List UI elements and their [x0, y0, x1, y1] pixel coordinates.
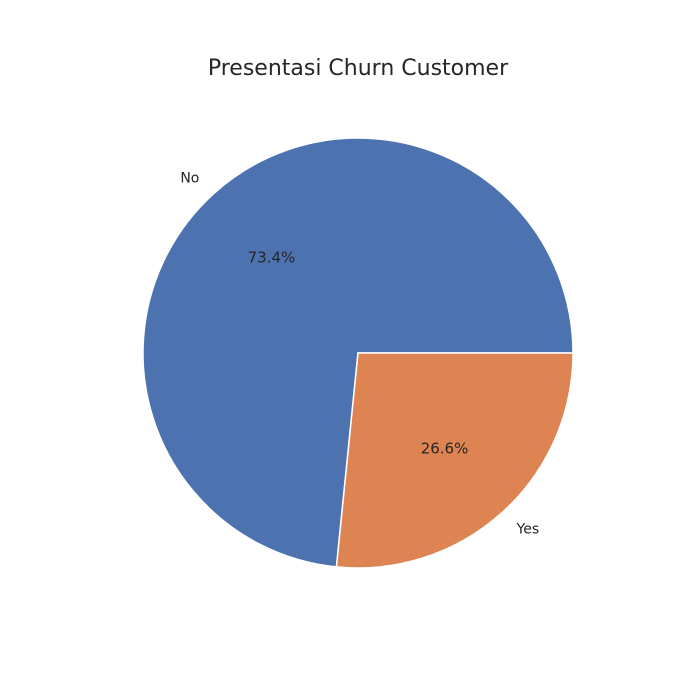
- pie-slices: [142, 137, 574, 569]
- percent-label-yes: 26.6%: [421, 440, 469, 458]
- pie-slice-yes: [335, 352, 574, 569]
- slice-label-yes: Yes: [516, 521, 540, 537]
- chart-title: Presentasi Churn Customer: [208, 56, 509, 81]
- slice-label-no: No: [180, 171, 199, 187]
- percent-label-no: 73.4%: [248, 248, 296, 266]
- pie-labels: No 73.4% Yes 26.6%: [180, 171, 539, 538]
